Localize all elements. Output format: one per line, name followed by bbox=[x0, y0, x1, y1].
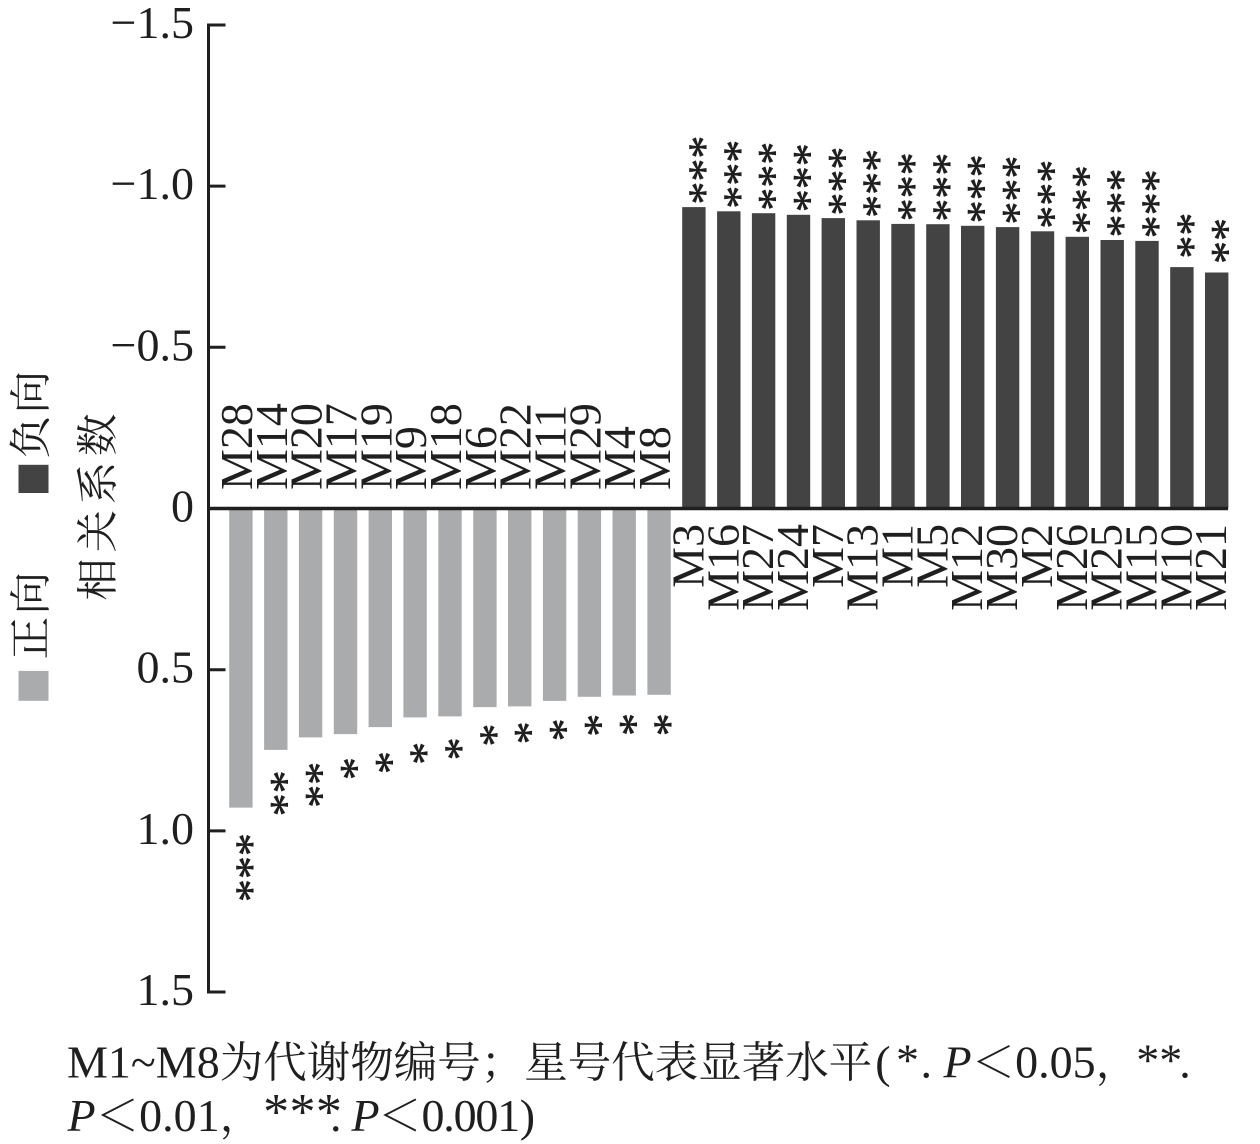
svg-text:M12: M12 bbox=[941, 524, 992, 611]
svg-text:***: *** bbox=[992, 156, 1043, 225]
svg-text:***: *** bbox=[1062, 165, 1113, 234]
svg-text:M26: M26 bbox=[1046, 524, 1097, 611]
svg-text:M7: M7 bbox=[802, 524, 853, 588]
svg-text:M30: M30 bbox=[976, 524, 1027, 611]
svg-text:M24: M24 bbox=[767, 524, 818, 611]
svg-text:.: . bbox=[330, 1090, 342, 1141]
svg-text:*: * bbox=[365, 751, 416, 774]
svg-text:**: ** bbox=[1136, 1035, 1182, 1086]
svg-text:***: *** bbox=[1132, 169, 1183, 238]
svg-text:M15: M15 bbox=[1116, 524, 1167, 611]
svg-text:***: *** bbox=[713, 140, 764, 209]
svg-text:*: * bbox=[504, 721, 555, 744]
svg-text:*: * bbox=[574, 714, 625, 737]
svg-text:−1.0: −1.0 bbox=[111, 158, 194, 209]
svg-text:*: * bbox=[469, 724, 520, 747]
svg-text:*: * bbox=[539, 718, 590, 741]
svg-text:M29: M29 bbox=[559, 403, 610, 490]
svg-text:***: *** bbox=[853, 149, 904, 218]
svg-text:M20: M20 bbox=[281, 403, 332, 490]
svg-text:1.0: 1.0 bbox=[137, 803, 195, 854]
svg-text:.: . bbox=[921, 1037, 933, 1088]
svg-text:M14: M14 bbox=[246, 403, 297, 490]
svg-text:***: *** bbox=[1097, 169, 1148, 238]
svg-text:*: * bbox=[644, 713, 695, 736]
svg-text:***: *** bbox=[783, 143, 834, 212]
svg-text:M25: M25 bbox=[1081, 524, 1132, 611]
svg-text:): ) bbox=[520, 1090, 535, 1141]
svg-text:**: ** bbox=[260, 770, 311, 816]
svg-text:P: P bbox=[351, 1090, 380, 1141]
svg-text:.: . bbox=[1179, 1037, 1191, 1088]
svg-text:M6: M6 bbox=[455, 426, 506, 490]
svg-text:M10: M10 bbox=[1150, 524, 1201, 611]
svg-text:M28: M28 bbox=[211, 403, 262, 490]
svg-text:M3: M3 bbox=[663, 524, 714, 588]
svg-text:0.5: 0.5 bbox=[137, 642, 195, 693]
svg-text:M2: M2 bbox=[1011, 524, 1062, 588]
svg-text:M21: M21 bbox=[1185, 524, 1236, 611]
svg-text:0: 0 bbox=[171, 481, 194, 532]
svg-text:M1: M1 bbox=[872, 524, 923, 588]
svg-text:1.5: 1.5 bbox=[137, 964, 195, 1015]
svg-text:M11: M11 bbox=[525, 405, 576, 490]
svg-text:***: *** bbox=[225, 833, 276, 902]
svg-text:*: * bbox=[400, 742, 451, 765]
svg-text:***: *** bbox=[748, 142, 799, 211]
svg-text:M9: M9 bbox=[385, 426, 436, 490]
svg-text:***: *** bbox=[818, 147, 869, 216]
svg-text:−1.5: −1.5 bbox=[111, 0, 194, 48]
svg-text:P: P bbox=[67, 1090, 96, 1141]
svg-text:M1~M8: M1~M8 bbox=[67, 1037, 220, 1088]
svg-text:M8: M8 bbox=[629, 426, 680, 490]
svg-text:M5: M5 bbox=[906, 524, 957, 588]
svg-text:M17: M17 bbox=[316, 403, 367, 490]
svg-text:**: ** bbox=[1201, 218, 1252, 264]
svg-text:***: *** bbox=[263, 1084, 342, 1141]
svg-text:*: * bbox=[609, 713, 660, 736]
svg-text:**: ** bbox=[1166, 213, 1217, 259]
svg-text:*: * bbox=[435, 737, 486, 760]
svg-text:*: * bbox=[330, 757, 381, 780]
svg-text:(: ( bbox=[875, 1037, 890, 1088]
svg-text:M4: M4 bbox=[594, 426, 645, 490]
svg-text:M27: M27 bbox=[732, 524, 783, 611]
svg-text:P: P bbox=[943, 1037, 972, 1088]
svg-text:*: * bbox=[896, 1035, 919, 1086]
svg-text:−0.5: −0.5 bbox=[111, 319, 194, 370]
svg-text:***: *** bbox=[922, 153, 973, 222]
svg-text:M13: M13 bbox=[837, 524, 888, 611]
svg-text:0.05: 0.05 bbox=[1015, 1037, 1096, 1088]
svg-text:M19: M19 bbox=[350, 403, 401, 490]
svg-text:M22: M22 bbox=[490, 403, 541, 490]
svg-text:***: *** bbox=[679, 136, 730, 205]
svg-text:0.001: 0.001 bbox=[422, 1090, 520, 1141]
svg-text:0.01: 0.01 bbox=[139, 1090, 220, 1141]
svg-text:***: *** bbox=[888, 152, 939, 221]
svg-text:M18: M18 bbox=[420, 403, 471, 490]
svg-text:M16: M16 bbox=[697, 524, 748, 611]
svg-text:**: ** bbox=[295, 762, 346, 808]
svg-text:***: *** bbox=[957, 154, 1008, 223]
svg-text:***: *** bbox=[1027, 160, 1078, 229]
